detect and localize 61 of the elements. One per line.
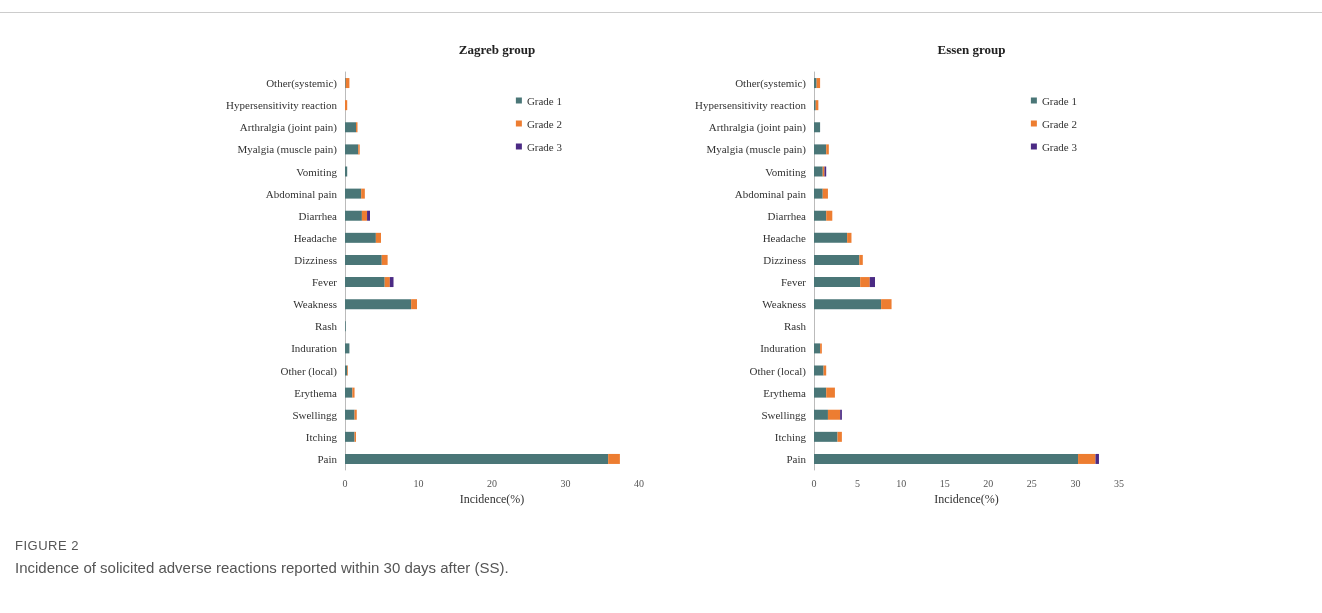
y-tick-label: Vomiting [765, 165, 807, 178]
legend-label: Grade 3 [1041, 140, 1078, 153]
y-tick-label: Vomiting [296, 165, 338, 178]
x-axis-title: Incidence(%) [934, 491, 999, 506]
x-tick-label: 30 [560, 477, 571, 489]
legend-label: Grade 2 [1041, 117, 1077, 130]
y-tick-label: Pain [317, 452, 338, 465]
y-tick-label: Headache [762, 231, 807, 244]
y-tick-label: Arthralgia (joint pain) [239, 121, 338, 135]
y-tick-label: Hypersensitivity reaction [695, 99, 807, 112]
y-tick-label: Induration [760, 342, 807, 355]
y-tick-label: Abdominal pain [265, 187, 338, 200]
x-tick-label: 35 [1114, 477, 1124, 489]
x-tick-label: 0 [342, 477, 348, 489]
y-tick-label: Induration [291, 342, 338, 355]
y-tick-label: Dizziness [763, 253, 806, 266]
y-tick-label: Fever [780, 276, 807, 289]
legend-label: Grade 3 [526, 140, 563, 153]
y-tick-label: Arthralgia (joint pain) [708, 121, 807, 135]
x-tick-label: 40 [634, 477, 644, 489]
legend-label: Grade 1 [1041, 94, 1077, 107]
chart-title: Essen group [937, 42, 1006, 57]
y-tick-label: Fever [311, 276, 338, 289]
y-tick-label: Other(systemic) [266, 77, 338, 91]
legend-label: Grade 2 [526, 117, 562, 130]
y-tick-label: Hypersensitivity reaction [226, 99, 338, 112]
y-tick-label: Weakness [762, 298, 806, 311]
x-axis-title: Incidence(%) [459, 491, 525, 506]
y-tick-label: Myalgia (muscle pain) [237, 143, 338, 157]
x-tick-label: 15 [939, 477, 950, 489]
x-tick-label: 20 [983, 477, 994, 489]
y-tick-label: Dizziness [294, 253, 337, 266]
y-tick-label: Swellingg [292, 408, 338, 421]
y-tick-label: Weakness [293, 298, 337, 311]
x-tick-label: 10 [896, 477, 907, 489]
caption: FIGURE 2 [15, 538, 80, 553]
y-tick-label: Pain [786, 452, 807, 465]
y-tick-label: Rash [784, 320, 807, 333]
x-tick-label: 20 [487, 477, 497, 489]
y-tick-label: Rash [315, 320, 338, 333]
x-tick-label: 30 [1070, 477, 1081, 489]
y-tick-label: Erythema [294, 386, 338, 399]
x-tick-label: 5 [855, 477, 861, 489]
y-tick-label: Diarrhea [767, 209, 807, 222]
x-tick-label: 10 [413, 477, 424, 489]
x-tick-label: 25 [1026, 477, 1037, 489]
y-tick-label: Abdominal pain [734, 187, 807, 200]
x-tick-label: 0 [811, 477, 817, 489]
legend-label: Grade 1 [526, 94, 562, 107]
y-tick-label: Headache [293, 231, 338, 244]
y-tick-label: Itching [774, 430, 807, 443]
y-tick-label: Other (local) [280, 364, 338, 378]
y-tick-label: Diarrhea [298, 209, 338, 222]
y-tick-label: Other(systemic) [735, 77, 807, 91]
y-tick-label: Erythema [763, 386, 807, 399]
text: Incidence of solicited adverse reactions reported within 30 days after (SS). [15, 559, 509, 576]
y-tick-label: Itching [305, 430, 338, 443]
y-tick-label: Other (local) [749, 364, 807, 378]
chart-title: Zagreb group [458, 42, 536, 57]
y-tick-label: Myalgia (muscle pain) [706, 143, 807, 157]
y-tick-label: Swellingg [761, 408, 807, 421]
